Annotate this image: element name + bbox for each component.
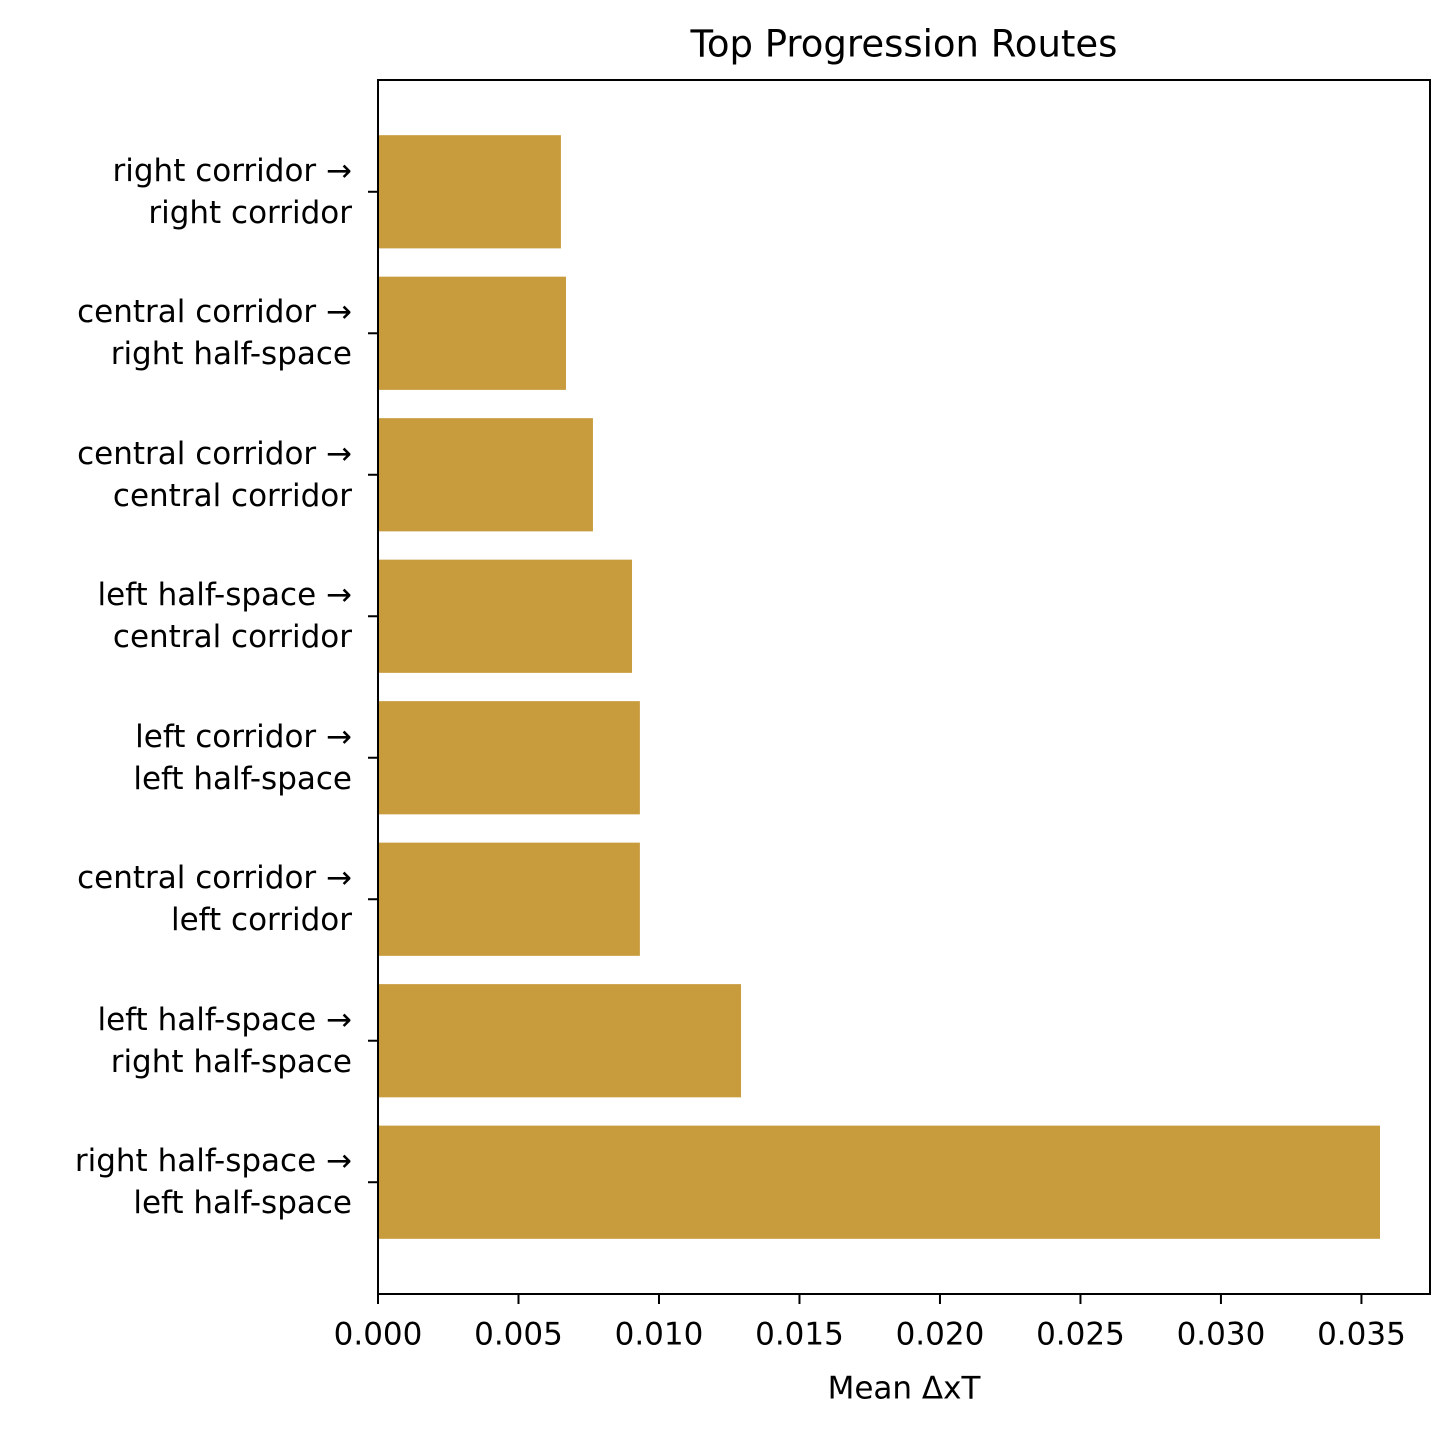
bar xyxy=(378,276,566,390)
y-tick-label: right corridor → right corridor xyxy=(112,152,352,231)
x-axis-label: Mean ΔxT xyxy=(828,1371,982,1407)
chart-title: Top Progression Routes xyxy=(690,23,1118,66)
y-tick-label: left half-space → central corridor xyxy=(97,577,353,656)
x-tick-label: 0.030 xyxy=(1177,1317,1266,1353)
y-tick-label: central corridor → left corridor xyxy=(77,860,352,939)
bar xyxy=(378,559,633,673)
x-tick-label: 0.010 xyxy=(615,1317,704,1353)
bar xyxy=(378,984,742,1098)
bar xyxy=(378,418,593,532)
y-tick-label: central corridor → central corridor xyxy=(77,435,352,514)
x-tick-label: 0.005 xyxy=(474,1317,563,1353)
x-tick-label: 0.000 xyxy=(334,1317,423,1353)
y-tick-label: right half-space → left half-space xyxy=(74,1143,352,1222)
x-tick-label: 0.020 xyxy=(896,1317,985,1353)
bar xyxy=(378,701,640,815)
y-tick-label: central corridor → right half-space xyxy=(77,294,352,373)
bar xyxy=(378,842,640,956)
x-tick-label: 0.015 xyxy=(755,1317,844,1353)
y-tick-label: left half-space → right half-space xyxy=(97,1001,353,1080)
bar xyxy=(378,135,561,249)
y-tick-label: left corridor → left half-space xyxy=(133,718,352,797)
x-tick-label: 0.025 xyxy=(1036,1317,1125,1353)
x-tick-label: 0.035 xyxy=(1317,1317,1406,1353)
plot-frame xyxy=(377,79,1431,1295)
bar xyxy=(378,1125,1380,1239)
